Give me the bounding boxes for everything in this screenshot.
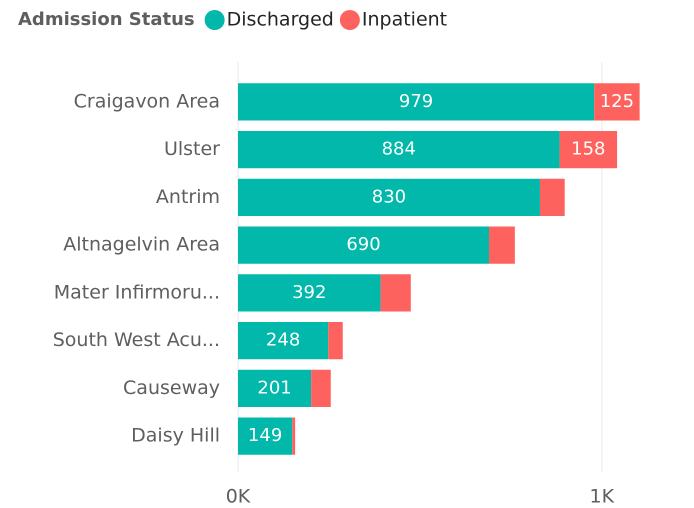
- bar-segment: [238, 226, 490, 264]
- bar-segment: [238, 83, 595, 121]
- legend-swatch: [339, 10, 360, 30]
- category-label: South West Acu...: [53, 329, 220, 351]
- bar-segment: [594, 83, 640, 121]
- data-label: 690: [346, 234, 380, 255]
- bar-segment: [559, 131, 618, 169]
- category-label: Mater Infirmoru...: [54, 281, 220, 303]
- bar-segment: [328, 322, 343, 360]
- data-label: 392: [292, 282, 326, 303]
- category-label: Daisy Hill: [131, 425, 220, 447]
- bar-segment: [238, 178, 540, 216]
- x-tick-label: 1K: [590, 486, 615, 508]
- category-label: Ulster: [164, 138, 220, 160]
- data-label: 248: [266, 330, 300, 351]
- legend-swatch: [204, 10, 225, 30]
- bar-segment: [238, 322, 329, 360]
- bar-segment: [311, 369, 331, 407]
- bar-segment: [292, 417, 296, 455]
- bar-segment: [238, 274, 381, 312]
- bar-segment: [539, 178, 565, 216]
- bar-segment: [238, 369, 312, 407]
- category-label: Causeway: [123, 377, 220, 399]
- category-label: Antrim: [156, 186, 220, 208]
- data-label: 125: [600, 91, 634, 112]
- data-label: 158: [571, 139, 605, 160]
- category-label: Altnagelvin Area: [63, 234, 220, 256]
- x-tick-label: 0K: [226, 486, 251, 508]
- legend-label: Inpatient: [362, 9, 447, 31]
- data-label: 201: [257, 377, 291, 398]
- category-label: Craigavon Area: [74, 90, 220, 112]
- data-label: 884: [382, 139, 416, 160]
- legend-label: Discharged: [227, 9, 334, 31]
- legend-title: Admission Status: [18, 9, 195, 30]
- data-label: 979: [399, 91, 433, 112]
- data-label: 830: [372, 186, 406, 207]
- bar-segment: [238, 417, 293, 455]
- data-label: 149: [248, 425, 282, 446]
- bar-segment: [489, 226, 515, 264]
- bar-segment: [238, 131, 560, 169]
- bar-segment: [380, 274, 411, 312]
